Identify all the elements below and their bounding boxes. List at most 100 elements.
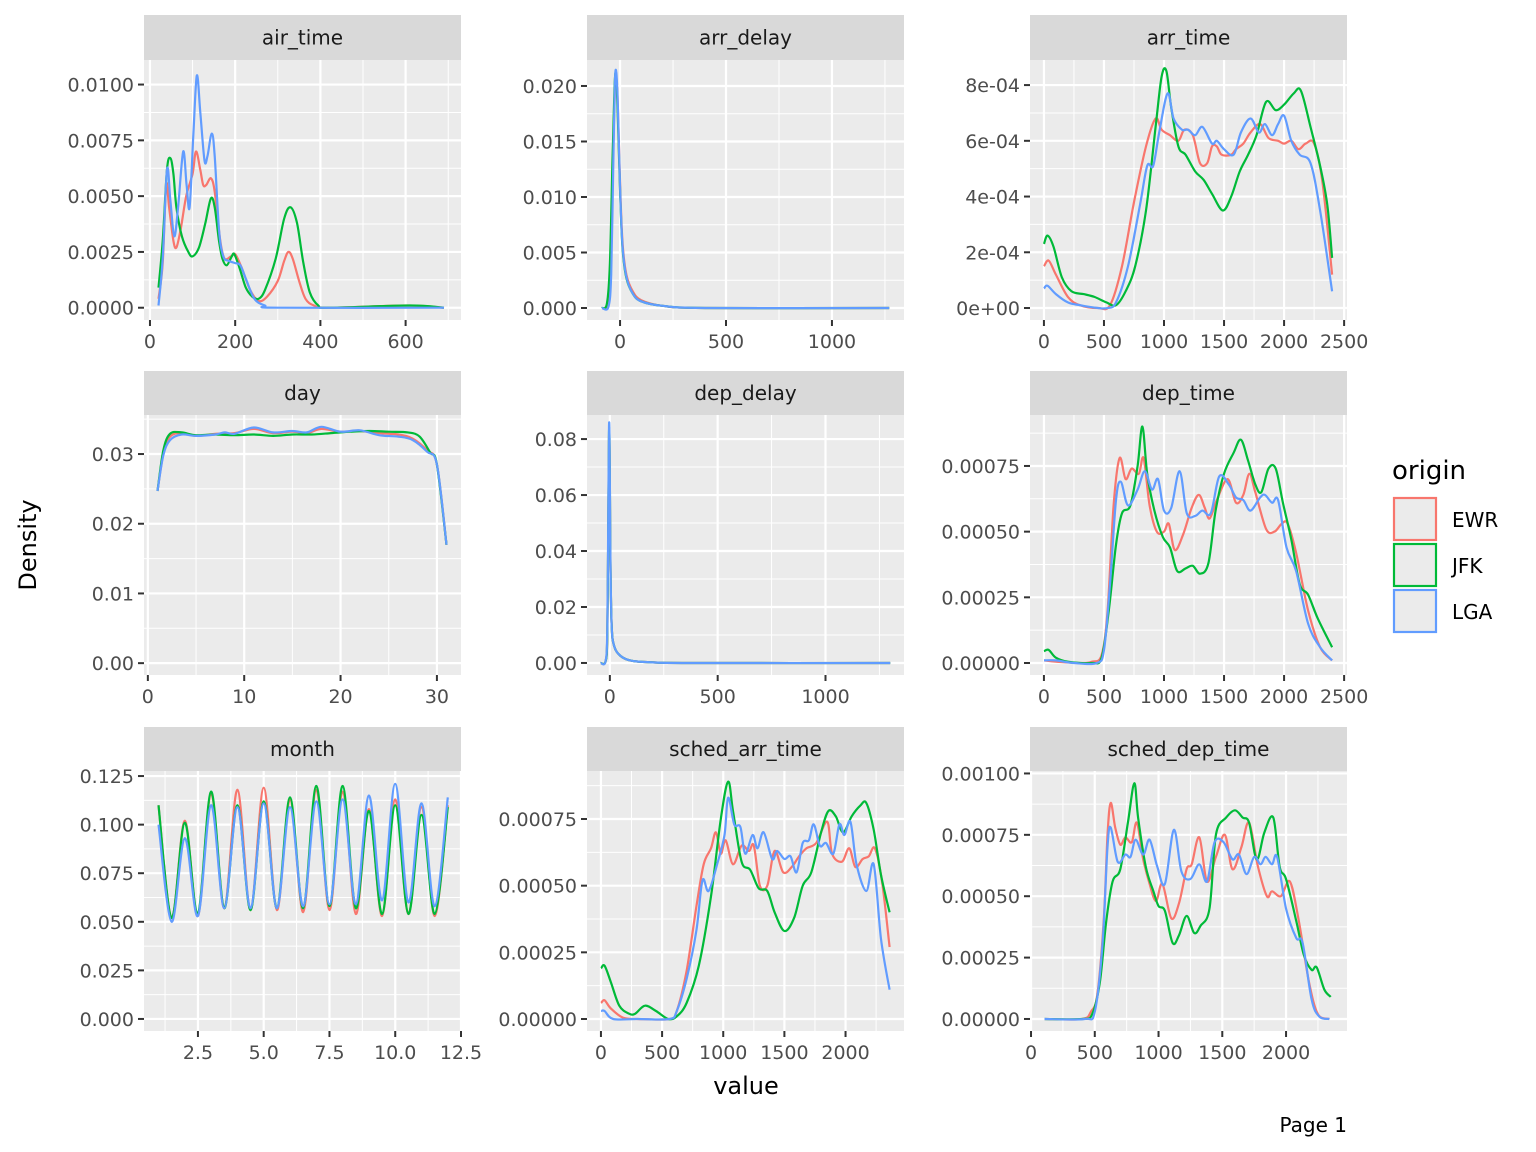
density-line-jfk — [156, 429, 448, 545]
y-tick-label: 2e-04 — [965, 242, 1020, 264]
x-tick-label: 0 — [144, 331, 156, 353]
x-tick-label: 0 — [1025, 1042, 1037, 1064]
strip-background — [1030, 15, 1347, 60]
x-tick-label: 1000 — [1140, 331, 1188, 353]
legend-key — [1392, 588, 1438, 634]
x-tick-label: 2000 — [1260, 331, 1308, 353]
y-tick-label: 0.020 — [523, 76, 577, 98]
panel-background — [587, 60, 904, 320]
x-tick-label: 600 — [387, 331, 423, 353]
y-tick-label: 0.00050 — [498, 876, 577, 898]
y-tick-label: 0.025 — [80, 960, 134, 982]
panel-background — [587, 415, 904, 675]
y-tick-label: 8e-04 — [965, 75, 1020, 97]
x-tick-label: 1500 — [1200, 331, 1248, 353]
x-tick-label: 1000 — [801, 686, 849, 708]
density-line-lga — [1043, 470, 1333, 666]
strip-background — [144, 727, 461, 771]
y-tick-label: 0.00 — [535, 653, 577, 675]
density-line-lga — [601, 68, 890, 311]
density-line-lga — [157, 782, 449, 923]
density-line-jfk — [1044, 782, 1332, 1021]
y-tick-label: 0.00075 — [498, 809, 577, 831]
panel-sched-arr-time: sched_arr_time 0 500 1000 1500 2000 0.00000 0.0… — [498, 727, 904, 1064]
strip-label: dep_delay — [694, 381, 797, 405]
x-tick-label: 400 — [302, 331, 338, 353]
x-tick-label: 2500 — [1320, 331, 1368, 353]
legend-key — [1392, 496, 1438, 542]
y-tick-label: 0.03 — [92, 444, 134, 466]
x-tick-label: 500 — [644, 1042, 680, 1064]
x-tick-label: 1000 — [1134, 1042, 1182, 1064]
y-tick-label: 0.00000 — [941, 1009, 1020, 1031]
strip-background — [587, 371, 904, 415]
y-tick-label: 0.000 — [523, 298, 577, 320]
y-tick-label: 0.00050 — [941, 886, 1020, 908]
panel-background — [144, 771, 461, 1031]
panel-sched-dep-time: sched_dep_time 0 500 1000 1500 2000 0.00000 0.0… — [941, 727, 1347, 1064]
panel-arr-time: arr_time 0 500 1000 1500 2000 2500 0e+00 2e-04 4e… — [956, 15, 1368, 353]
x-tick-label: 0 — [142, 686, 154, 708]
x-tick-label: 12.5 — [440, 1042, 482, 1064]
y-tick-label: 0.100 — [80, 815, 134, 837]
x-tick-label: 10 — [232, 686, 256, 708]
y-tick-label: 0.00025 — [498, 942, 577, 964]
x-tick-label: 1500 — [1200, 686, 1248, 708]
density-line-ewr — [1043, 456, 1333, 665]
x-tick-label: 7.5 — [314, 1042, 344, 1064]
y-tick-label: 0.0050 — [68, 186, 134, 208]
density-line-ewr — [1044, 801, 1330, 1021]
panel-air-time: air_time 0 200 400 600 0.0000 0.0025 0.0050 0.00… — [68, 15, 461, 353]
y-tick-label: 0.0025 — [68, 242, 134, 264]
y-tick-label: 0.125 — [80, 766, 134, 788]
legend-label: LGA — [1452, 600, 1493, 624]
density-line-lga — [600, 796, 891, 1021]
x-tick-label: 1000 — [808, 331, 856, 353]
panel-background — [587, 771, 904, 1031]
x-tick-label: 500 — [700, 686, 736, 708]
panel-dep-time: dep_time 0 500 1000 1500 2000 2500 0.00000 0.000… — [941, 371, 1368, 708]
x-tick-label: 5.0 — [249, 1042, 279, 1064]
legend-key — [1392, 542, 1438, 588]
x-tick-label: 1500 — [760, 1042, 808, 1064]
legend-label: EWR — [1452, 508, 1498, 532]
y-tick-label: 0.00 — [92, 653, 134, 675]
x-tick-label: 200 — [217, 331, 253, 353]
density-line-jfk — [1042, 67, 1334, 307]
y-tick-label: 0.00000 — [498, 1009, 577, 1031]
y-tick-label: 0.06 — [535, 485, 577, 507]
x-tick-label: 10.0 — [374, 1042, 416, 1064]
x-tick-label: 1500 — [1198, 1042, 1246, 1064]
y-tick-label: 0.00075 — [941, 825, 1020, 847]
x-tick-label: 2.5 — [183, 1042, 213, 1064]
panel-background — [1030, 415, 1347, 675]
y-tick-label: 0.00050 — [941, 522, 1020, 544]
page-footer: Page 1 — [1280, 1113, 1348, 1137]
panel-day: day 0 10 20 30 0.00 0.01 0.02 0.03 — [92, 371, 461, 708]
panel-month: month 2.5 5.0 7.5 10.0 12.5 0.000 0.025 0.050 0.0… — [80, 727, 482, 1064]
x-axis-title: value — [713, 1072, 779, 1100]
x-tick-label: 20 — [328, 686, 352, 708]
x-tick-label: 30 — [425, 686, 449, 708]
y-tick-label: 0.02 — [92, 514, 134, 536]
x-tick-label: 500 — [1077, 1042, 1113, 1064]
legend-item-jfk: JFK — [1392, 542, 1483, 588]
x-tick-label: 0 — [614, 331, 626, 353]
density-line-lga — [600, 421, 891, 666]
panel-dep-delay: dep_delay 0 500 1000 0.00 0.02 0.04 0.06 0.08 — [535, 371, 904, 708]
legend-title: origin — [1392, 456, 1466, 486]
y-tick-label: 0.08 — [535, 429, 577, 451]
y-axis-title: Density — [14, 499, 42, 590]
panel-background — [1030, 771, 1347, 1031]
y-tick-label: 0.00025 — [941, 948, 1020, 970]
panel-arr-delay: arr_delay 0 500 1000 0.000 0.005 0.010 0.015 0.0… — [523, 15, 904, 353]
y-tick-label: 0.00100 — [941, 763, 1020, 785]
strip-label: arr_time — [1147, 26, 1231, 50]
panel-background — [1030, 60, 1347, 320]
panel-background — [144, 415, 461, 675]
x-tick-label: 500 — [1086, 331, 1122, 353]
density-line-lga — [157, 74, 445, 309]
y-tick-label: 0.075 — [80, 863, 134, 885]
legend: origin EWR JFK LGA — [1392, 456, 1498, 634]
